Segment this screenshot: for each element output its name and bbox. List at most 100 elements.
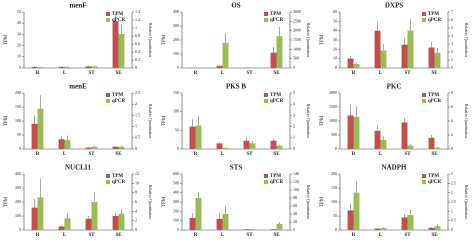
legend-label: qPCR bbox=[270, 99, 283, 104]
y2-tick-label: 2 bbox=[293, 124, 295, 129]
y-tick-label: 50 bbox=[17, 9, 21, 14]
bar bbox=[216, 65, 223, 68]
y2-tick-label: 120 bbox=[293, 179, 299, 184]
legend-label: qPCR bbox=[112, 99, 125, 104]
y-tick-label: 150 bbox=[173, 90, 179, 95]
y-tick-label: 500 bbox=[331, 132, 337, 137]
y2-tick-label: 2 bbox=[451, 190, 453, 195]
y2-tick-label: 0 bbox=[135, 146, 137, 151]
bar bbox=[118, 34, 125, 68]
x-tick-label: L bbox=[63, 152, 67, 157]
x-tick-label: SE bbox=[431, 71, 438, 76]
x-tick-label: SE bbox=[273, 71, 280, 76]
x-tick-label: ST bbox=[404, 71, 411, 76]
bar bbox=[195, 198, 202, 230]
legend-swatch bbox=[264, 12, 268, 16]
x-tick-label: ST bbox=[88, 233, 95, 238]
y-tick-label: 20 bbox=[17, 43, 21, 48]
y-tick-label: 50 bbox=[333, 18, 337, 23]
bar bbox=[249, 229, 256, 230]
legend-label: TPM bbox=[112, 174, 123, 179]
legend-swatch bbox=[264, 18, 268, 22]
legend-swatch bbox=[422, 180, 426, 184]
y2-tick-label: 0.5 bbox=[451, 218, 456, 223]
y2-tick-label: 1000 bbox=[293, 46, 301, 51]
y2-tick-label: 0 bbox=[135, 227, 137, 232]
y2-tick-label: 1 bbox=[451, 208, 453, 213]
bar bbox=[91, 146, 98, 149]
y2-tick-label: 3 bbox=[451, 41, 453, 46]
y2-tick-label: 2 bbox=[451, 132, 453, 137]
legend-swatch bbox=[422, 18, 426, 22]
bar bbox=[353, 116, 360, 149]
y-tick-label: 20 bbox=[333, 46, 337, 51]
bar bbox=[189, 217, 196, 230]
legend-label: TPM bbox=[428, 12, 439, 17]
y2-tick-label: 1 bbox=[451, 57, 453, 62]
bar bbox=[434, 52, 441, 68]
bar bbox=[276, 224, 283, 230]
y2-tick-label: 3 bbox=[293, 112, 295, 117]
bar bbox=[347, 58, 354, 68]
bar bbox=[195, 125, 202, 149]
y2-tick-label: 0.4 bbox=[135, 49, 140, 54]
bar bbox=[428, 227, 435, 230]
legend-label: qPCR bbox=[112, 180, 125, 185]
y-tick-label: 30 bbox=[333, 37, 337, 42]
legend-swatch bbox=[106, 174, 110, 178]
x-tick-label: ST bbox=[246, 152, 253, 157]
y-tick-label: 60 bbox=[333, 9, 337, 14]
bar bbox=[85, 218, 92, 230]
panel-title: DXPS bbox=[385, 2, 403, 10]
y2-tick-label: 8 bbox=[135, 190, 137, 195]
x-tick-label: SE bbox=[115, 71, 122, 76]
y-axis-label: TPM bbox=[4, 34, 9, 45]
y2-tick-label: 2 bbox=[451, 49, 453, 54]
legend-label: TPM bbox=[428, 174, 439, 179]
y-tick-label: 400 bbox=[173, 190, 179, 195]
legend-label: qPCR bbox=[428, 99, 441, 104]
legend-swatch bbox=[106, 93, 110, 97]
panel-title: NADPH bbox=[382, 164, 407, 172]
x-tick-label: ST bbox=[404, 152, 411, 157]
x-tick-label: L bbox=[379, 233, 383, 238]
y2-tick-label: 40 bbox=[293, 211, 297, 216]
y2-tick-label: 7 bbox=[451, 9, 453, 14]
legend-swatch bbox=[422, 12, 426, 16]
y2-tick-label: 6 bbox=[451, 104, 453, 109]
x-tick-label: L bbox=[221, 233, 225, 238]
y2-axis-label: Relative Quantitation bbox=[306, 104, 311, 138]
bar bbox=[434, 226, 441, 230]
y2-tick-label: 20 bbox=[293, 219, 297, 224]
bar bbox=[37, 108, 44, 149]
bar bbox=[401, 217, 408, 230]
y-tick-label: 1500 bbox=[329, 104, 337, 109]
y2-tick-label: 2 bbox=[135, 218, 137, 223]
legend-label: TPM bbox=[270, 12, 281, 17]
x-tick-label: ST bbox=[246, 71, 253, 76]
bar bbox=[118, 146, 125, 149]
y-tick-label: 200 bbox=[331, 171, 337, 176]
bar bbox=[353, 64, 360, 68]
bar bbox=[64, 218, 71, 230]
y-tick-label: 0 bbox=[19, 146, 21, 151]
bar bbox=[401, 122, 408, 149]
y2-tick-label: 10 bbox=[135, 180, 139, 185]
y-tick-label: 500 bbox=[173, 180, 179, 185]
bar bbox=[428, 47, 435, 68]
x-tick-label: SE bbox=[431, 152, 438, 157]
bar bbox=[374, 30, 381, 69]
y2-tick-label: 100 bbox=[293, 187, 299, 192]
y-axis-label: TPM bbox=[4, 115, 9, 126]
legend-swatch bbox=[106, 12, 110, 16]
bar bbox=[58, 66, 65, 68]
y2-tick-label: 60 bbox=[293, 203, 297, 208]
bar bbox=[401, 44, 408, 68]
y-tick-label: 10 bbox=[333, 56, 337, 61]
legend-swatch bbox=[264, 93, 268, 97]
